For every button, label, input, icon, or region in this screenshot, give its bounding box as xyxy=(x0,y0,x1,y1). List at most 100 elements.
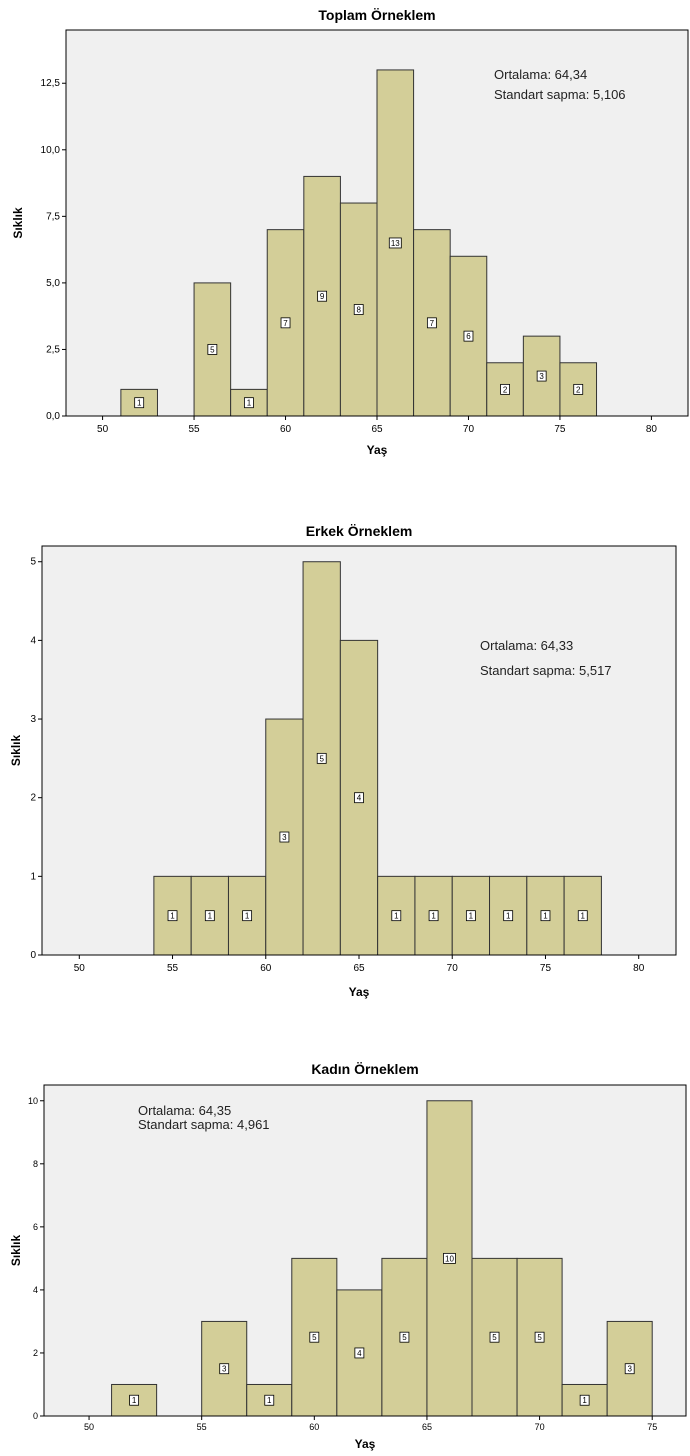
y-tick-label: 5 xyxy=(30,557,36,568)
data-label-box xyxy=(353,304,364,315)
x-tick-label: 70 xyxy=(463,424,475,435)
data-label: 4 xyxy=(357,794,362,803)
std-dev-annotation: Standart sapma: 4,961 xyxy=(138,1117,270,1132)
data-label-box xyxy=(503,910,514,922)
x-tick-label: 60 xyxy=(309,1422,319,1432)
y-tick-label: 2,5 xyxy=(46,344,60,355)
data-label: 13 xyxy=(391,239,400,248)
data-label: 1 xyxy=(581,912,586,921)
data-label: 5 xyxy=(537,1333,542,1342)
data-label-box xyxy=(309,1331,320,1343)
x-axis-label: Yaş xyxy=(367,443,388,457)
data-label: 7 xyxy=(283,319,288,328)
data-label-box xyxy=(264,1394,275,1406)
data-label: 3 xyxy=(222,1365,227,1374)
data-label-box xyxy=(463,330,474,342)
data-label: 5 xyxy=(312,1333,317,1342)
y-tick-label: 3 xyxy=(30,714,36,725)
mean-annotation: Ortalama: 64,34 xyxy=(494,67,587,82)
y-tick-label: 6 xyxy=(33,1222,38,1232)
y-tick-label: 10,0 xyxy=(41,145,61,156)
x-tick-label: 75 xyxy=(554,424,566,435)
x-tick-label: 50 xyxy=(84,1422,94,1432)
x-tick-label: 60 xyxy=(260,963,272,974)
histogram-chart-1: Toplam Örneklem 1 5 1 7 9 8 13 7 6 2 3 2 50 55 60 65 70 75… xyxy=(11,7,689,457)
y-tick-label: 10 xyxy=(28,1096,38,1106)
data-label-box xyxy=(242,910,253,922)
data-label-box xyxy=(167,910,178,922)
data-label: 1 xyxy=(208,912,213,921)
data-label: 1 xyxy=(170,912,175,921)
data-label-box xyxy=(489,1331,500,1343)
y-tick-label: 0 xyxy=(33,1411,38,1421)
data-label: 9 xyxy=(320,292,325,301)
chart-title: Erkek Örneklem xyxy=(306,523,413,539)
data-label-box xyxy=(354,1347,365,1359)
data-label: 1 xyxy=(267,1396,272,1405)
data-label-box xyxy=(624,1363,635,1375)
histogram-bar xyxy=(522,335,561,417)
x-tick-label: 55 xyxy=(188,424,200,435)
data-label: 5 xyxy=(210,345,215,354)
x-tick-label: 70 xyxy=(535,1422,545,1432)
data-label-box xyxy=(280,317,291,329)
y-tick-label: 8 xyxy=(33,1159,38,1169)
x-tick-label: 65 xyxy=(371,424,383,435)
y-axis-label: Sıklık xyxy=(9,1235,23,1267)
chart-title: Kadın Örneklem xyxy=(311,1061,418,1077)
data-label-box xyxy=(428,910,439,922)
data-label: 1 xyxy=(247,399,252,408)
x-tick-label: 65 xyxy=(353,963,365,974)
data-label-box xyxy=(579,1394,590,1406)
y-tick-label: 2 xyxy=(30,793,36,804)
data-label-box xyxy=(536,370,547,382)
x-axis-label: Yaş xyxy=(349,985,370,999)
data-label-box xyxy=(465,910,476,922)
plot-frame xyxy=(43,1084,687,1417)
data-label: 1 xyxy=(137,399,142,408)
data-label-box xyxy=(354,792,364,804)
y-tick-label: 1 xyxy=(30,871,36,882)
data-label: 2 xyxy=(576,385,581,394)
data-label: 1 xyxy=(469,912,474,921)
data-label: 1 xyxy=(543,912,548,921)
data-label-box xyxy=(443,1252,456,1264)
data-label-box xyxy=(129,1394,140,1406)
y-tick-label: 12,5 xyxy=(41,78,61,89)
data-label: 1 xyxy=(582,1396,587,1405)
y-tick-label: 7,5 xyxy=(46,211,60,222)
data-label: 7 xyxy=(430,319,435,328)
data-label-box xyxy=(204,910,215,922)
data-label: 1 xyxy=(132,1396,137,1405)
x-tick-label: 50 xyxy=(74,963,86,974)
x-tick-label: 55 xyxy=(167,963,179,974)
y-tick-label: 4 xyxy=(33,1285,38,1295)
chart-title: Toplam Örneklem xyxy=(318,7,435,23)
y-tick-label: 2 xyxy=(33,1348,38,1358)
y-tick-label: 5,0 xyxy=(46,278,60,289)
data-label-box xyxy=(134,397,145,409)
data-label: 1 xyxy=(245,912,250,921)
x-tick-label: 70 xyxy=(447,963,459,974)
data-label-box xyxy=(279,831,290,843)
data-label: 3 xyxy=(282,833,287,842)
y-tick-label: 0 xyxy=(30,950,36,961)
data-label: 1 xyxy=(431,912,436,921)
data-label-box xyxy=(534,1331,545,1343)
data-label: 5 xyxy=(402,1333,407,1342)
x-tick-label: 75 xyxy=(540,963,552,974)
data-label: 4 xyxy=(357,1349,362,1358)
mean-annotation: Ortalama: 64,35 xyxy=(138,1103,231,1118)
data-label: 5 xyxy=(319,754,324,763)
x-tick-label: 65 xyxy=(422,1422,432,1432)
y-axis-label: Sıklık xyxy=(9,735,23,767)
data-label-box xyxy=(426,317,437,329)
data-label: 2 xyxy=(503,385,508,394)
x-tick-label: 55 xyxy=(197,1422,207,1432)
data-label: 5 xyxy=(492,1333,497,1342)
data-label-box xyxy=(207,344,218,355)
data-label-box xyxy=(399,1331,410,1343)
std-dev-annotation: Standart sapma: 5,517 xyxy=(480,663,612,678)
